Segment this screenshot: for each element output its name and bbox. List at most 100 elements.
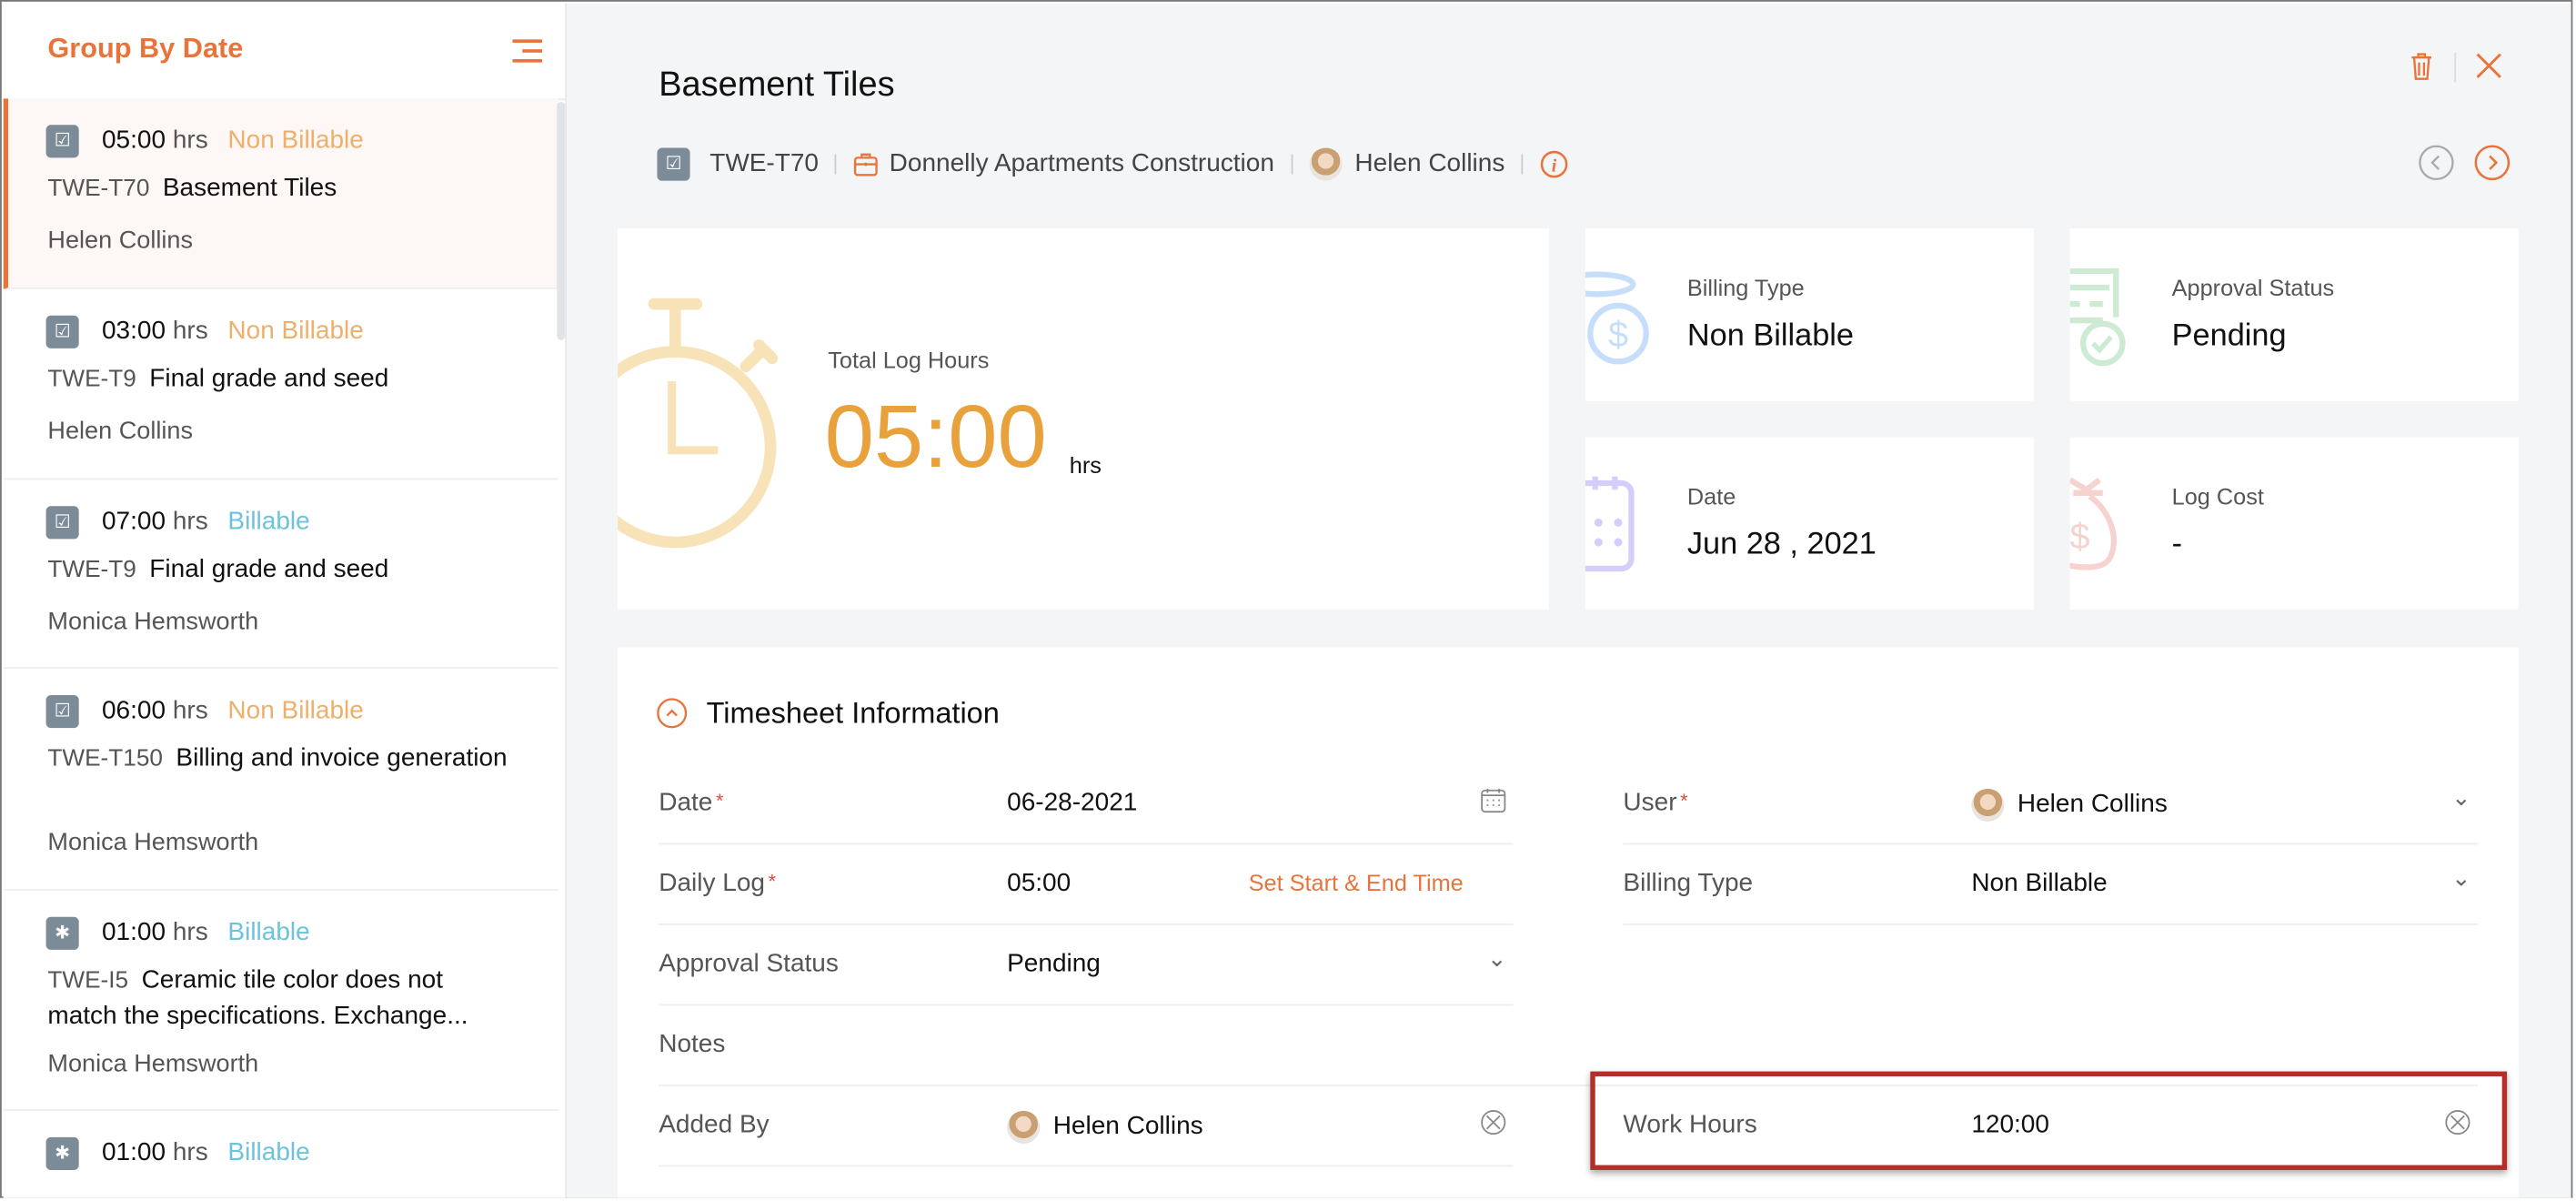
item-title: Billing and invoice generation <box>176 744 508 772</box>
owner-name[interactable]: Helen Collins <box>1354 149 1505 178</box>
log-cost-value: - <box>2171 527 2183 562</box>
item-code: TWE-T70 <box>47 176 150 203</box>
avatar <box>1007 1110 1041 1145</box>
item-hours: 01:00 <box>101 1138 166 1167</box>
item-user: Helen Collins <box>47 227 193 255</box>
timesheet-detail: Basement Tiles ☑ TWE-T70 Donnelly Apartm… <box>567 3 2571 1198</box>
item-billing-type: Non Billable <box>227 696 364 725</box>
item-hours-unit: hrs <box>172 317 208 346</box>
task-icon: ☑ <box>45 315 79 348</box>
sidebar-scrollbar[interactable] <box>557 101 566 340</box>
billing-type-field-value[interactable]: Non Billable <box>1971 869 2108 898</box>
item-hours: 01:00 <box>101 918 166 947</box>
info-icon[interactable]: i <box>1539 149 1569 179</box>
meta-row: ☑ TWE-T70 Donnelly Apartments Constructi… <box>657 145 1568 184</box>
work-hours-highlight-box <box>1590 1071 2508 1170</box>
avatar <box>1971 788 2005 823</box>
divider <box>2454 52 2457 83</box>
total-log-hours-label: Total Log Hours <box>828 347 990 373</box>
work-hours-label: Work Hours <box>1623 1110 1757 1139</box>
set-start-end-time-link[interactable]: Set Start & End Time <box>1248 869 1464 896</box>
approval-document-icon <box>2069 267 2126 367</box>
svg-text:$: $ <box>1608 315 1628 355</box>
svg-text:$: $ <box>2070 517 2090 557</box>
previous-record-button[interactable] <box>2419 145 2455 181</box>
billing-type-field[interactable]: Billing Type Non Billable ⌄ <box>1623 844 2478 925</box>
page-title: Basement Tiles <box>659 66 895 104</box>
work-hours-value[interactable]: 120:00 <box>1971 1110 2049 1139</box>
date-field-value[interactable]: 06-28-2021 <box>1007 788 1138 817</box>
item-user: Monica Hemsworth <box>47 608 259 636</box>
timesheet-list-item[interactable]: ✱ 01:00 hrs Billable <box>4 1111 558 1198</box>
money-coin-icon: $ <box>1585 271 1649 365</box>
billing-type-field-label: Billing Type <box>1623 869 1754 898</box>
daily-log-field[interactable]: Daily Log * 05:00 Set Start & End Time <box>659 844 1514 925</box>
billing-type-label: Billing Type <box>1686 274 1805 301</box>
clear-field-icon[interactable] <box>1480 1109 1506 1135</box>
menu-icon[interactable] <box>512 39 543 63</box>
total-log-hours-value: 05:00 <box>824 388 1047 487</box>
approval-status-label: Approval Status <box>2171 274 2335 301</box>
date-label: Date <box>1686 482 1736 510</box>
close-icon[interactable] <box>2474 51 2504 81</box>
chevron-down-icon[interactable]: ⌄ <box>2451 864 2471 891</box>
approval-status-card: Approval Status Pending <box>2069 228 2519 401</box>
timesheet-list-item[interactable]: ☑ 05:00 hrs Non Billable TWE-T70 Basement Ti… <box>3 98 559 289</box>
chevron-down-icon[interactable]: ⌄ <box>2451 783 2471 811</box>
daily-log-value[interactable]: 05:00 <box>1007 869 1072 898</box>
bug-icon: ✱ <box>45 1136 79 1170</box>
item-billing-type: Billable <box>227 918 310 947</box>
collapse-section-icon[interactable] <box>656 697 689 730</box>
added-by-value[interactable]: Helen Collins <box>1052 1112 1203 1141</box>
item-billing-type: Non Billable <box>227 317 364 346</box>
avatar <box>1308 147 1342 181</box>
timesheet-list-item[interactable]: ✱ 01:00 hrs Billable TWE-I5 Ceramic tile col… <box>3 891 559 1111</box>
trash-icon[interactable] <box>2409 51 2435 81</box>
clear-field-icon[interactable] <box>2444 1109 2470 1135</box>
daily-log-label: Daily Log <box>659 869 765 898</box>
timesheet-list-item[interactable]: ☑ 07:00 hrs Billable TWE-T9 Final grade and … <box>3 479 559 670</box>
approval-status-field-value[interactable]: Pending <box>1007 949 1101 978</box>
calendar-picker-icon[interactable] <box>1480 787 1506 813</box>
approval-status-field[interactable]: Approval Status Pending ⌄ <box>659 925 1514 1006</box>
log-cost-label: Log Cost <box>2171 482 2264 510</box>
item-billing-type: Billable <box>227 508 310 536</box>
total-log-hours-card: Total Log Hours 05:00 hrs <box>618 228 1550 611</box>
timesheet-list-item[interactable]: ☑ 06:00 hrs Non Billable TWE-T150 Billing an… <box>3 669 559 891</box>
item-code: TWE-I5 <box>47 967 129 994</box>
work-hours-field[interactable]: Work Hours 120:00 <box>1623 1086 2477 1166</box>
item-billing-type: Billable <box>227 1138 310 1167</box>
timesheet-list-sidebar: Group By Date ☑ 05:00 hrs Non Billable TWE-… <box>3 3 568 1198</box>
user-field-value[interactable]: Helen Collins <box>2017 790 2168 819</box>
next-record-button[interactable] <box>2474 145 2511 181</box>
item-billing-type: Non Billable <box>227 126 364 155</box>
date-field[interactable]: Date * 06-28-2021 <box>659 764 1514 845</box>
item-title: Final grade and seed <box>149 555 389 584</box>
group-by-date-title[interactable]: Group By Date <box>47 33 244 65</box>
project-briefcase-icon <box>854 153 879 177</box>
total-log-hours-unit: hrs <box>1069 451 1102 479</box>
item-hours: 07:00 <box>101 508 166 536</box>
stopwatch-icon <box>618 298 779 549</box>
item-hours-unit: hrs <box>172 1138 208 1167</box>
timesheet-list-item[interactable]: ☑ 03:00 hrs Non Billable TWE-T9 Final grade … <box>3 289 559 480</box>
task-icon: ☑ <box>45 506 79 540</box>
item-user: Monica Hemsworth <box>47 1050 259 1078</box>
calendar-icon <box>1585 476 1635 572</box>
item-hours: 06:00 <box>101 696 166 725</box>
item-user: Monica Hemsworth <box>47 828 259 856</box>
item-user: Helen Collins <box>47 417 193 446</box>
notes-field[interactable]: Notes <box>659 1005 2478 1086</box>
item-hours: 05:00 <box>101 126 166 155</box>
sidebar-header: Group By Date <box>3 4 566 101</box>
approval-status-value: Pending <box>2171 318 2287 354</box>
billing-type-value: Non Billable <box>1686 318 1855 354</box>
user-field[interactable]: User * Helen Collins ⌄ <box>1623 764 2478 845</box>
task-icon: ☑ <box>45 694 79 729</box>
project-link[interactable]: Donnelly Apartments Construction <box>889 149 1274 178</box>
added-by-field[interactable]: Added By Helen Collins <box>659 1086 1514 1167</box>
chevron-down-icon[interactable]: ⌄ <box>1487 944 1507 972</box>
notes-label: Notes <box>659 1030 726 1059</box>
item-code: TWE-T150 <box>47 745 163 772</box>
log-cost-card: $ Log Cost - <box>2069 437 2519 611</box>
